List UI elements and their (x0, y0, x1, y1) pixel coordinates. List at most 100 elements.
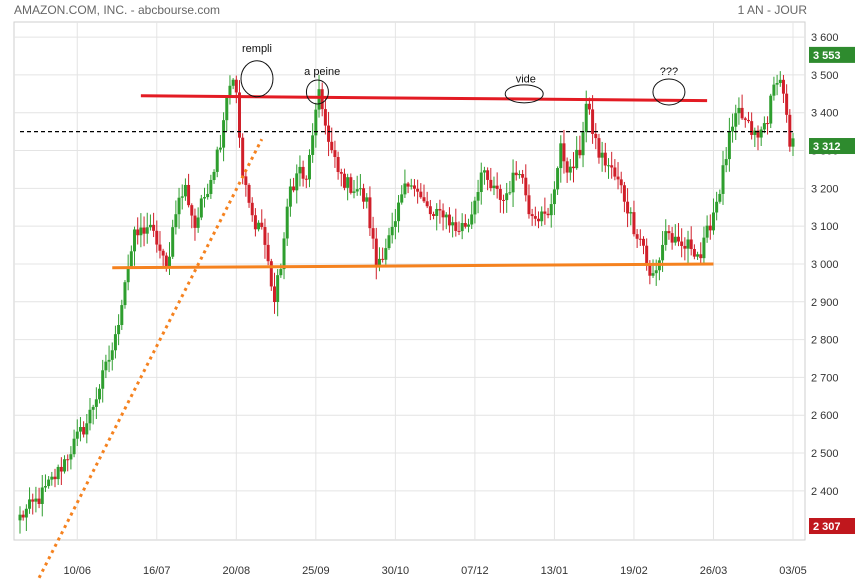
candle-body (537, 218, 541, 222)
candle-body (206, 193, 210, 198)
candle-body (731, 126, 735, 132)
candle-body (250, 202, 254, 216)
candle-body (269, 261, 273, 287)
candle-body (428, 206, 432, 215)
candle-body (397, 202, 401, 222)
candle-body (422, 197, 426, 202)
candle-body (556, 168, 560, 190)
candle-body (107, 359, 111, 362)
candle-body (476, 192, 480, 201)
candle-body (266, 244, 270, 262)
candle-body (762, 123, 766, 130)
candle-body (298, 166, 302, 174)
candle-body (441, 210, 445, 218)
candle-body (339, 172, 343, 174)
y-tick-label: 3 400 (811, 108, 839, 120)
candle-body (753, 130, 757, 135)
y-tick-label: 2 400 (811, 486, 839, 498)
candle-body (190, 205, 194, 216)
price-badge-label: 3 312 (813, 141, 841, 153)
candle-body (457, 230, 461, 232)
chart-title: AMAZON.COM, INC. - abcbourse.com (14, 3, 221, 17)
candle-body (641, 238, 645, 246)
candle-body (285, 206, 289, 239)
candle-body (568, 166, 572, 173)
candle-body (314, 109, 318, 136)
candle-body (104, 361, 108, 371)
candle-body (164, 255, 168, 269)
candles (18, 71, 795, 534)
candle-body (769, 95, 773, 124)
candle-body (301, 166, 305, 179)
candle-body (727, 131, 731, 160)
y-tick-label: 2 900 (811, 297, 839, 309)
candle-body (91, 406, 95, 410)
annotation-label: vide (516, 73, 536, 85)
candle-body (342, 173, 346, 188)
candle-body (371, 228, 375, 239)
candle-body (632, 212, 636, 235)
candle-body (78, 427, 82, 432)
candle-body (257, 222, 261, 230)
candle-body (540, 211, 544, 222)
y-tick-label: 2 600 (811, 410, 839, 422)
y-tick-label: 2 500 (811, 448, 839, 460)
candle-body (514, 172, 518, 176)
candle-body (203, 197, 207, 199)
candle-body (53, 476, 57, 480)
candle-body (69, 454, 73, 460)
candle-body (323, 109, 327, 126)
candle-body (438, 208, 442, 211)
candle-body (521, 174, 525, 178)
candle-body (600, 152, 604, 158)
candle-body (253, 215, 257, 230)
y-tick-label: 2 700 (811, 372, 839, 384)
candle-body (215, 149, 219, 172)
candle-body (791, 138, 795, 147)
candle-body (152, 224, 156, 231)
y-tick-label: 3 000 (811, 259, 839, 271)
candle-body (587, 103, 591, 110)
x-tick-label: 20/08 (223, 565, 251, 577)
candle-body (419, 191, 423, 198)
candle-body (85, 423, 89, 435)
candle-body (21, 514, 25, 518)
candle-body (416, 188, 420, 192)
candle-body (88, 409, 92, 424)
candle-body (384, 248, 388, 260)
candle-body (183, 184, 187, 197)
support-line (112, 262, 714, 270)
candle-body (451, 222, 455, 226)
candle-body (447, 214, 451, 226)
annotation-ellipse (240, 60, 274, 98)
candle-body (495, 185, 499, 189)
candle-body (638, 238, 642, 240)
candle-body (403, 183, 407, 195)
candle-body (155, 230, 159, 245)
candle-body (676, 236, 680, 242)
candle-body (113, 334, 117, 351)
x-tick-label: 10/06 (63, 565, 91, 577)
candle-body (362, 188, 366, 202)
candle-body (721, 165, 725, 194)
candle-body (400, 194, 404, 203)
candle-body (591, 109, 595, 134)
candle-body (381, 258, 385, 260)
candle-body (673, 236, 677, 243)
candle-body (276, 275, 280, 302)
candle-body (781, 79, 785, 94)
candle-body (511, 172, 515, 193)
candle-body (333, 150, 337, 157)
candle-body (610, 165, 614, 168)
candle-body (508, 192, 512, 194)
candle-body (234, 79, 238, 93)
candle-body (263, 227, 267, 245)
candle-body (82, 427, 86, 435)
candle-body (365, 197, 369, 202)
candle-body (705, 225, 709, 238)
candle-body (311, 135, 315, 155)
candle-body (288, 186, 292, 207)
candle-body (120, 305, 124, 326)
resistance-line (140, 94, 708, 103)
candle-body (454, 222, 458, 231)
